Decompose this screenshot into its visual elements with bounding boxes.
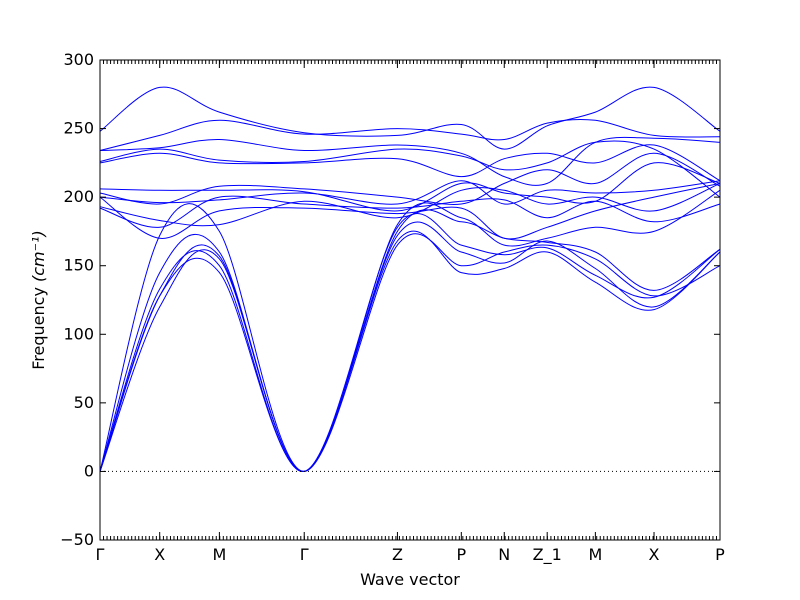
kpoint-label: N (498, 545, 510, 564)
plot-background (100, 60, 720, 540)
band-line-8 (99, 195, 721, 228)
y-tick-label: 50 (74, 393, 94, 412)
band-line-12 (99, 162, 721, 212)
band-line-17 (99, 86, 721, 150)
band-line-3 (99, 213, 721, 472)
y-tick-label: 150 (63, 256, 94, 275)
band-lines (99, 86, 721, 472)
x-axis-label: Wave vector (360, 570, 460, 589)
band-line-7 (99, 182, 721, 240)
y-tick-label: 100 (63, 324, 94, 343)
band-line-11 (99, 152, 721, 205)
band-line-10 (99, 180, 721, 205)
y-tick-label: 0 (84, 461, 94, 480)
kpoint-label: Γ (96, 545, 105, 564)
kpoint-label: X (154, 545, 165, 564)
y-tick-label: −50 (60, 530, 94, 549)
kpoint-label: P (456, 545, 466, 564)
band-line-6 (99, 189, 721, 472)
kpoint-label: X (649, 545, 660, 564)
band-line-16 (99, 118, 721, 151)
band-line-9 (99, 182, 721, 227)
tick-labels: −50 0 50 100 150 200 250 300 Γ X M Γ Z P N Z_1 M X P (60, 50, 725, 565)
band-line-2 (99, 221, 721, 472)
band-line-13 (99, 144, 721, 182)
plot-frame (99, 59, 721, 541)
band-line-4 (99, 230, 721, 472)
band-line-15 (99, 136, 721, 186)
y-tick-label: 250 (63, 119, 94, 138)
band-line-14 (99, 140, 721, 198)
kpoint-label: M (212, 545, 226, 564)
kpoint-label: P (715, 545, 725, 564)
y-axis-label: Frequency (cm⁻¹) (29, 230, 48, 369)
y-tick-label: 300 (63, 50, 94, 69)
kpoint-label: Z_1 (533, 545, 562, 565)
band-line-5 (99, 209, 721, 472)
y-axis-unit: (cm⁻¹) (29, 230, 48, 282)
kpoint-label: Γ (300, 545, 309, 564)
axis-ticks (99, 59, 721, 541)
kpoint-label: M (588, 545, 602, 564)
kpoint-label: Z (392, 545, 403, 564)
y-tick-label: 200 (63, 187, 94, 206)
